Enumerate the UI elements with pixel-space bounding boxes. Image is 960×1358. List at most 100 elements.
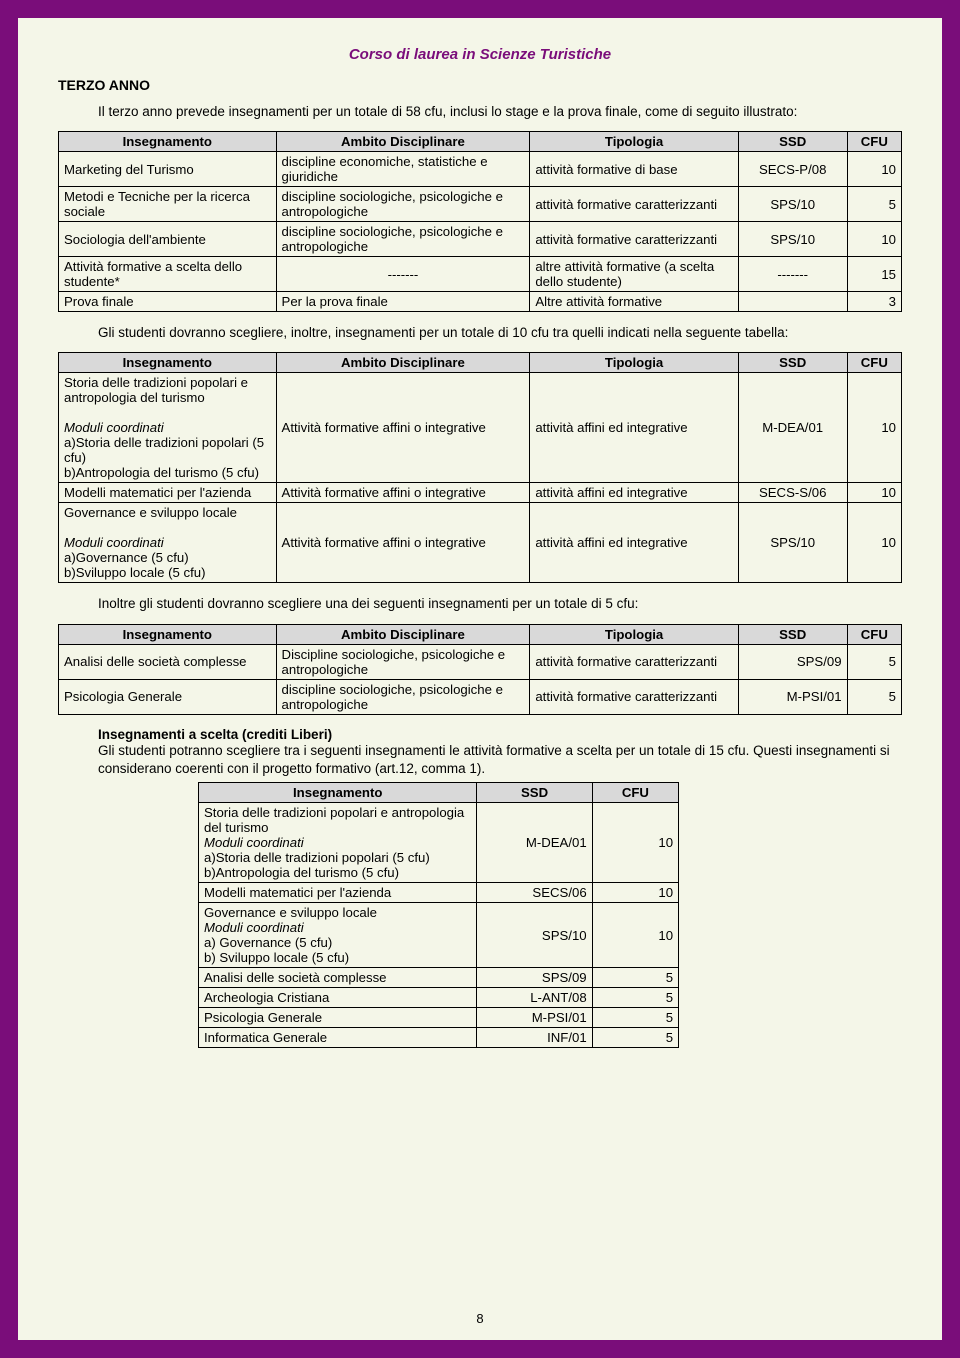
cell-ssd: M-DEA/01 [738,373,847,483]
cell-ssd: SPS/10 [738,187,847,222]
cell-insegnamento: Governance e sviluppo localeModuli coord… [59,503,277,583]
table-row: Modelli matematici per l'azienda Attivit… [59,483,902,503]
free-credits-para: Gli studenti potranno scegliere tra i se… [98,742,902,778]
cell-tipologia: attività formative caratterizzanti [530,222,738,257]
cell-ssd [738,292,847,312]
para-3: Inoltre gli studenti dovranno scegliere … [98,595,902,613]
cell-ssd: M-PSI/01 [738,679,847,714]
cell-tipologia: attività formative caratterizzanti [530,679,738,714]
cell-tipologia: attività formative di base [530,152,738,187]
col-insegnamento: Insegnamento [59,353,277,373]
table-row: Governance e sviluppo localeModuli coord… [59,503,902,583]
cell-ssd: SPS/10 [738,222,847,257]
cell-ambito: Attività formative affini o integrative [276,503,530,583]
table-free: Insegnamento SSD CFU Storia delle tradiz… [198,782,679,1048]
section-heading: TERZO ANNO [58,77,902,93]
cell-ssd: SECS-P/08 [738,152,847,187]
cell-ssd: ------- [738,257,847,292]
col-ssd: SSD [738,624,847,644]
table-row: Storia delle tradizioni popolari e antro… [199,803,679,883]
cell-cfu: 10 [847,483,901,503]
cell-cfu: 10 [847,503,901,583]
table-row: Analisi delle società complesse SPS/09 5 [199,968,679,988]
table-main-2: Insegnamento Ambito Disciplinare Tipolog… [58,352,902,583]
cell-ambito: Per la prova finale [276,292,530,312]
cell-insegnamento: Storia delle tradizioni popolari e antro… [59,373,277,483]
col-ambito: Ambito Disciplinare [276,132,530,152]
table-row: Analisi delle società complesse Discipli… [59,644,902,679]
cell-insegnamento: Marketing del Turismo [59,152,277,187]
table-main-3: Insegnamento Ambito Disciplinare Tipolog… [58,624,902,715]
cell-ambito: discipline sociologiche, psicologiche e … [276,679,530,714]
table-row: Psicologia Generale M-PSI/01 5 [199,1008,679,1028]
cell-insegnamento: Storia delle tradizioni popolari e antro… [199,803,477,883]
cell-ssd: INF/01 [477,1028,592,1048]
col-insegnamento: Insegnamento [199,783,477,803]
col-ssd: SSD [738,353,847,373]
cell-cfu: 5 [847,679,901,714]
col-cfu: CFU [847,353,901,373]
cell-cfu: 10 [592,903,678,968]
cell-insegnamento: Archeologia Cristiana [199,988,477,1008]
col-cfu: CFU [592,783,678,803]
para-2: Gli studenti dovranno scegliere, inoltre… [98,324,902,342]
col-ambito: Ambito Disciplinare [276,624,530,644]
col-insegnamento: Insegnamento [59,624,277,644]
cell-cfu: 5 [592,1008,678,1028]
cell-insegnamento: Modelli matematici per l'azienda [199,883,477,903]
table-row: Marketing del Turismo discipline economi… [59,152,902,187]
col-cfu: CFU [847,132,901,152]
cell-insegnamento: Modelli matematici per l'azienda [59,483,277,503]
cell-tipologia: attività affini ed integrative [530,503,738,583]
cell-insegnamento: Prova finale [59,292,277,312]
table-row: Informatica Generale INF/01 5 [199,1028,679,1048]
page: Corso di laurea in Scienze Turistiche TE… [18,18,942,1340]
col-tipologia: Tipologia [530,353,738,373]
table-row: Governance e sviluppo localeModuli coord… [199,903,679,968]
cell-ssd: SPS/09 [477,968,592,988]
cell-ambito: Attività formative affini o integrative [276,373,530,483]
cell-insegnamento: Psicologia Generale [59,679,277,714]
cell-ambito: discipline economiche, statistiche e giu… [276,152,530,187]
intro-para: Il terzo anno prevede insegnamenti per u… [98,103,902,121]
cell-cfu: 3 [847,292,901,312]
cell-insegnamento: Sociologia dell'ambiente [59,222,277,257]
cell-cfu: 10 [592,883,678,903]
page-number: 8 [18,1311,942,1326]
free-credits-heading: Insegnamenti a scelta (crediti Liberi) [98,727,902,742]
cell-insegnamento: Informatica Generale [199,1028,477,1048]
col-tipologia: Tipologia [530,132,738,152]
cell-cfu: 10 [592,803,678,883]
cell-cfu: 10 [847,373,901,483]
cell-ambito: Discipline sociologiche, psicologiche e … [276,644,530,679]
table-row: Storia delle tradizioni popolari e antro… [59,373,902,483]
col-cfu: CFU [847,624,901,644]
cell-ambito: ------- [276,257,530,292]
cell-cfu: 5 [847,187,901,222]
cell-ssd: SPS/10 [477,903,592,968]
cell-ambito: Attività formative affini o integrative [276,483,530,503]
table-main-1: Insegnamento Ambito Disciplinare Tipolog… [58,131,902,312]
doc-title: Corso di laurea in Scienze Turistiche [58,46,902,63]
cell-cfu: 10 [847,152,901,187]
table-row: Prova finale Per la prova finale Altre a… [59,292,902,312]
cell-cfu: 5 [592,968,678,988]
cell-tipologia: attività formative caratterizzanti [530,644,738,679]
cell-tipologia: attività affini ed integrative [530,373,738,483]
cell-insegnamento: Attività formative a scelta dello studen… [59,257,277,292]
table-row: Metodi e Tecniche per la ricerca sociale… [59,187,902,222]
col-ssd: SSD [738,132,847,152]
cell-insegnamento: Metodi e Tecniche per la ricerca sociale [59,187,277,222]
cell-ambito: discipline sociologiche, psicologiche e … [276,187,530,222]
cell-insegnamento: Analisi delle società complesse [59,644,277,679]
cell-tipologia: attività formative caratterizzanti [530,187,738,222]
cell-ssd: L-ANT/08 [477,988,592,1008]
col-ssd: SSD [477,783,592,803]
cell-ambito: discipline sociologiche, psicologiche e … [276,222,530,257]
cell-ssd: SECS-S/06 [738,483,847,503]
cell-cfu: 5 [592,1028,678,1048]
cell-ssd: SECS/06 [477,883,592,903]
col-insegnamento: Insegnamento [59,132,277,152]
cell-insegnamento: Analisi delle società complesse [199,968,477,988]
cell-insegnamento: Governance e sviluppo localeModuli coord… [199,903,477,968]
